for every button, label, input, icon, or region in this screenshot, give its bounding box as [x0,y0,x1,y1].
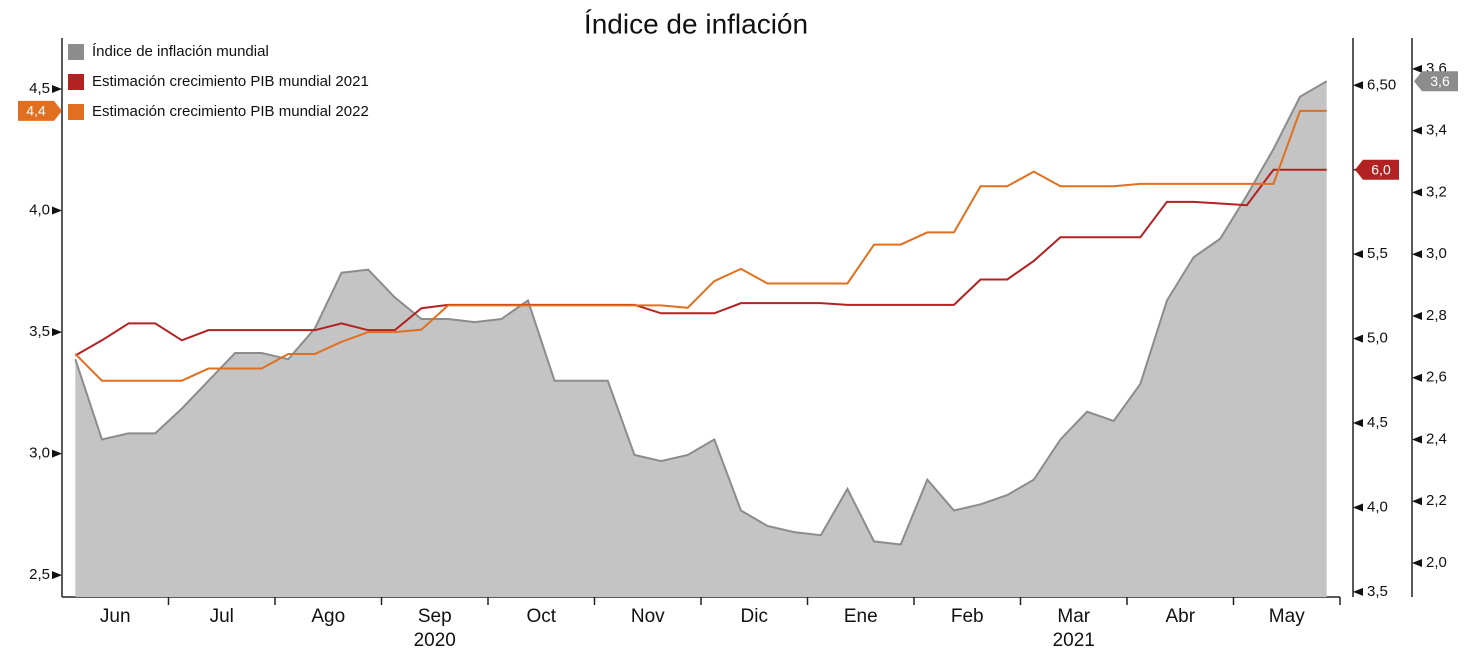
year-label: 2020 [414,630,456,651]
tick-mark [52,571,62,580]
y-tick-label: 3,5 [29,323,50,340]
x-tick-label: Mar [1057,606,1090,627]
y-tick-label: 2,5 [29,566,50,583]
legend-swatch [68,104,84,120]
line [74,109,1327,382]
y-tick-label: 4,5 [29,80,50,97]
end-label: 6,0 [1371,161,1391,177]
line [74,80,1328,546]
tick-mark [52,328,62,337]
legend-label: Estimación crecimiento PIB mundial 2021 [92,73,369,90]
tick-mark [52,206,62,215]
tick-mark [1412,188,1422,197]
end-badge [18,100,62,121]
tick-mark [1353,419,1363,428]
area [75,81,1327,598]
tick-mark [1412,373,1422,382]
end-label: 4,4 [26,103,46,119]
x-tick-label: Oct [526,606,556,627]
x-tick-label: Dic [741,606,768,627]
x-tick-label: Abr [1165,606,1195,627]
x-tick-label: Ene [844,606,878,627]
x-tick-label: Jun [100,606,131,627]
tick-mark [52,449,62,458]
y-tick-label: 2,2 [1426,492,1447,509]
legend-label: Estimación crecimiento PIB mundial 2022 [92,103,369,120]
y-tick-label: 3,5 [1367,583,1388,600]
tick-mark [1412,435,1422,444]
y-tick-label: 4,0 [29,202,50,219]
y-tick-label: 3,4 [1426,122,1447,139]
year-label: 2021 [1053,630,1095,651]
end-label: 3,6 [1430,73,1450,89]
tick-mark [1412,250,1422,259]
end-badge [1414,71,1458,92]
x-tick-label: Sep [418,606,452,627]
y-tick-label: 5,5 [1367,245,1388,262]
chart-title: Índice de inflación [584,8,808,39]
tick-mark [1353,250,1363,259]
tick-mark [1353,334,1363,343]
y-tick-label: 3,0 [1426,245,1447,262]
y-tick-label: 3,2 [1426,183,1447,200]
tick-mark [1412,126,1422,135]
tick-mark [1412,497,1422,506]
y-tick-label: 4,5 [1367,414,1388,431]
legend-label: Índice de inflación mundial [92,43,269,60]
end-badge [1355,159,1399,180]
x-tick-label: Feb [951,606,984,627]
x-tick-label: Ago [311,606,345,627]
y-tick-label: 2,0 [1426,554,1447,571]
y-tick-label: 2,8 [1426,307,1447,324]
y-tick-label: 4,0 [1367,498,1388,515]
legend-swatch [68,44,84,60]
y-tick-label: 6,50 [1367,76,1396,93]
x-tick-label: Nov [631,606,665,627]
tick-mark [1412,559,1422,568]
tick-mark [1353,81,1363,90]
tick-mark [1353,503,1363,512]
y-tick-label: 2,4 [1426,430,1447,447]
y-tick-label: 5,0 [1367,330,1388,347]
y-tick-label: 3,0 [29,445,50,462]
x-tick-label: Jul [210,606,234,627]
line [74,168,1327,357]
y-tick-label: 2,6 [1426,369,1447,386]
tick-mark [1412,311,1422,320]
x-tick-label: May [1269,606,1305,627]
tick-mark [1353,587,1363,596]
tick-mark [52,85,62,94]
tick-mark [1412,64,1422,73]
legend-swatch [68,74,84,90]
